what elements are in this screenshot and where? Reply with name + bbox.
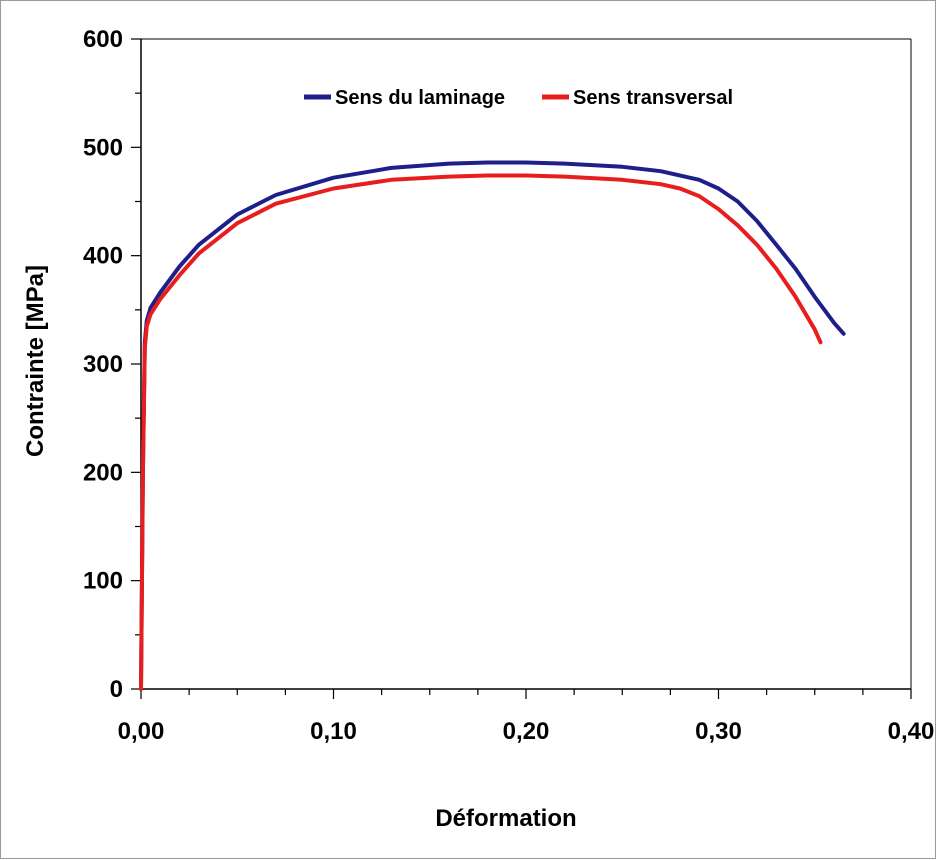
y-tick-label: 100 bbox=[83, 568, 123, 595]
y-tick-label: 600 bbox=[83, 26, 123, 53]
series-line-transversal bbox=[139, 173, 823, 691]
y-tick-label: 500 bbox=[83, 134, 123, 161]
y-axis-title: Contrainte [MPa] bbox=[22, 265, 49, 457]
y-tick-label: 300 bbox=[83, 351, 123, 378]
legend-label-transversal: Sens transversal bbox=[573, 87, 733, 109]
x-tick-label: 0,20 bbox=[503, 718, 550, 745]
series-line-laminage bbox=[139, 160, 846, 691]
x-tick-label: 0,40 bbox=[888, 718, 935, 745]
y-tick-label: 0 bbox=[110, 676, 123, 703]
x-tick-label: 0,10 bbox=[310, 718, 357, 745]
x-tick-label: 0,00 bbox=[118, 718, 165, 745]
y-ticks: 0 100 200 300 400 500 600 bbox=[83, 26, 141, 703]
x-ticks: 0,00 0,10 0,20 0,30 0,40 bbox=[118, 689, 935, 745]
legend: Sens du laminage Sens transversal bbox=[304, 87, 733, 109]
axes bbox=[140, 38, 912, 690]
y-tick-label: 400 bbox=[83, 243, 123, 270]
series-lines bbox=[139, 160, 846, 691]
x-axis-title: Déformation bbox=[435, 805, 576, 832]
legend-label-laminage: Sens du laminage bbox=[335, 87, 505, 109]
y-tick-label: 200 bbox=[83, 459, 123, 486]
x-tick-label: 0,30 bbox=[695, 718, 742, 745]
